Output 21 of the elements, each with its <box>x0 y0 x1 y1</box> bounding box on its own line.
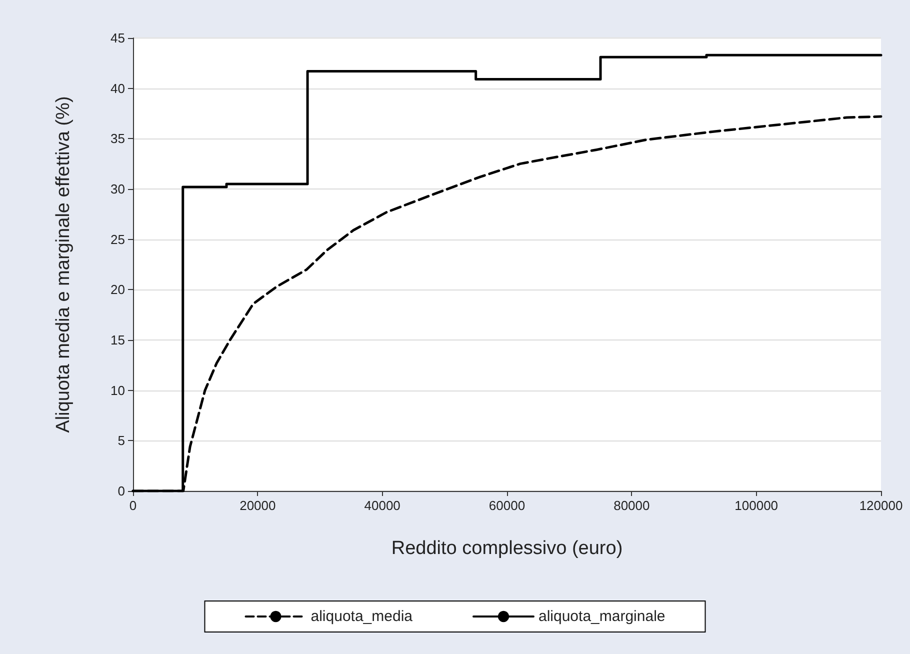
y-tick-label: 10 <box>110 382 125 398</box>
y-tick-label: 45 <box>110 30 125 46</box>
x-axis-title: Reddito complessivo (euro) <box>391 538 623 559</box>
legend-label: aliquota_marginale <box>538 608 666 625</box>
x-tick-label: 80000 <box>614 498 650 513</box>
x-tick-label: 60000 <box>488 498 526 513</box>
x-tick-label: 20000 <box>240 498 276 513</box>
y-tick-label: 40 <box>110 80 125 96</box>
x-tick-label: 100000 <box>734 498 778 513</box>
x-tick-label: 0 <box>129 498 137 513</box>
y-tick-label: 15 <box>110 332 125 348</box>
y-tick-label: 5 <box>118 433 125 448</box>
y-axis-title: Aliquota media e marginale effettiva (%) <box>53 96 74 433</box>
x-tick-label: 120000 <box>859 498 903 513</box>
y-tick-label: 20 <box>110 282 125 298</box>
x-tick-label: 40000 <box>364 498 400 513</box>
y-tick-label: 0 <box>118 484 125 498</box>
y-tick-label: 25 <box>110 232 125 247</box>
y-tick-label: 30 <box>110 182 125 196</box>
legend-label: aliquota_media <box>310 608 414 625</box>
y-tick-label: 35 <box>110 131 125 146</box>
